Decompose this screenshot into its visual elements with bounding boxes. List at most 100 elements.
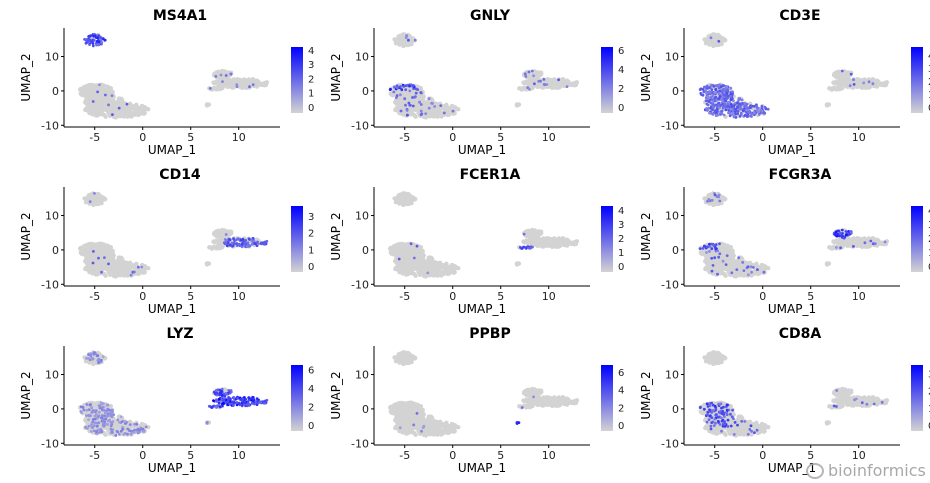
expressing-cell-point bbox=[405, 113, 409, 117]
expressing-cell-point bbox=[264, 241, 267, 244]
expressing-cell-point bbox=[756, 268, 759, 271]
cell-point bbox=[535, 240, 541, 245]
expressing-cell-point bbox=[103, 38, 107, 42]
expressing-cell-point bbox=[724, 263, 728, 266]
cell-point bbox=[550, 80, 555, 86]
expressing-cell-point bbox=[565, 85, 569, 88]
cell-point bbox=[146, 107, 151, 112]
expressing-cell-point bbox=[96, 90, 99, 94]
expressing-cell-point bbox=[867, 80, 871, 84]
x-tick-label: -5 bbox=[89, 131, 100, 144]
cell-point bbox=[402, 98, 407, 104]
y-axis-label: UMAP_2 bbox=[19, 53, 33, 101]
expressing-cell-point bbox=[97, 43, 100, 46]
cell-point bbox=[829, 246, 834, 251]
expressing-cell-point bbox=[248, 85, 251, 89]
expressing-cell-point bbox=[714, 95, 718, 99]
expressing-cell-point bbox=[723, 95, 726, 99]
expressing-cell-point bbox=[725, 97, 729, 101]
expressing-cell-point bbox=[97, 40, 101, 44]
expressing-cell-point bbox=[247, 237, 251, 241]
panel-title: LYZ bbox=[166, 326, 193, 342]
x-axis-label: UMAP_1 bbox=[458, 143, 506, 157]
expressing-cell-point bbox=[708, 111, 711, 115]
cell-point bbox=[883, 81, 888, 86]
cell-point bbox=[413, 114, 418, 119]
expressing-cell-point bbox=[91, 261, 95, 265]
expressing-cell-point bbox=[93, 34, 97, 38]
expressing-cell-point bbox=[836, 229, 840, 233]
cell-point bbox=[99, 97, 104, 103]
expressing-cell-point bbox=[527, 87, 531, 91]
cell-point bbox=[104, 96, 110, 102]
panel-title: CD14 bbox=[159, 167, 201, 183]
cell-point bbox=[445, 108, 450, 114]
expressing-cell-point bbox=[718, 199, 722, 203]
expressing-cell-point bbox=[407, 38, 410, 42]
expressing-cell-point bbox=[731, 90, 734, 94]
cell-point bbox=[557, 237, 562, 242]
cell-point bbox=[712, 33, 718, 39]
expressing-cell-point bbox=[849, 231, 853, 234]
cell-point bbox=[706, 38, 711, 43]
expressing-cell-point bbox=[835, 246, 838, 249]
cell-point bbox=[430, 268, 435, 273]
cell-point bbox=[766, 266, 771, 271]
expressing-cell-point bbox=[840, 234, 844, 238]
expressing-cell-point bbox=[710, 198, 714, 202]
y-tick-label: 0 bbox=[672, 85, 679, 98]
y-tick-label: 10 bbox=[45, 51, 59, 64]
expressing-cell-point bbox=[713, 103, 717, 107]
expressing-cell-point bbox=[407, 101, 411, 105]
cell-point bbox=[561, 236, 566, 241]
y-tick-label: 0 bbox=[52, 244, 59, 257]
y-axis-label: UMAP_2 bbox=[329, 212, 343, 260]
cell-point bbox=[400, 112, 406, 117]
cell-point bbox=[727, 247, 733, 252]
y-tick-label: 0 bbox=[362, 85, 369, 98]
expressing-cell-point bbox=[717, 193, 721, 197]
cell-point bbox=[251, 77, 256, 82]
expressing-cell-point bbox=[763, 111, 767, 115]
expressing-cell-point bbox=[710, 256, 714, 260]
expressing-cell-point bbox=[100, 270, 103, 274]
expressing-cell-point bbox=[742, 269, 746, 272]
expressing-cell-point bbox=[734, 107, 738, 111]
y-tick-label: -10 bbox=[41, 119, 59, 132]
cell-point bbox=[103, 114, 108, 119]
expressing-cell-point bbox=[524, 246, 528, 250]
expressing-cell-point bbox=[246, 243, 250, 246]
x-tick-label: -5 bbox=[399, 290, 410, 303]
expressing-cell-point bbox=[713, 91, 717, 95]
expressing-cell-point bbox=[747, 273, 750, 277]
expressing-cell-point bbox=[838, 231, 842, 235]
expressing-cell-point bbox=[530, 69, 534, 73]
expressing-cell-point bbox=[705, 85, 709, 88]
cell-point bbox=[831, 80, 836, 85]
legend-tick-label: 2 bbox=[308, 229, 314, 240]
expressing-cell-point bbox=[389, 87, 392, 91]
expressing-cell-point bbox=[840, 69, 844, 73]
expressing-cell-point bbox=[394, 96, 398, 99]
expressing-cell-point bbox=[415, 244, 419, 248]
cell-point bbox=[96, 198, 102, 203]
y-tick-label: 0 bbox=[52, 85, 59, 98]
cell-point bbox=[562, 242, 567, 248]
expressing-cell-point bbox=[88, 200, 92, 204]
x-tick-label: 10 bbox=[852, 131, 866, 144]
expressing-cell-point bbox=[404, 88, 408, 92]
cell-point bbox=[242, 77, 247, 82]
cell-point bbox=[240, 80, 245, 86]
cell-point bbox=[402, 257, 407, 263]
color-legend-bar bbox=[911, 47, 923, 113]
expressing-cell-point bbox=[412, 256, 416, 260]
expressing-cell-point bbox=[708, 96, 711, 100]
cell-point bbox=[89, 107, 95, 113]
x-tick-label: 0 bbox=[139, 290, 146, 303]
x-axis-label: UMAP_1 bbox=[768, 143, 816, 157]
cell-point bbox=[851, 236, 857, 241]
expressing-cell-point bbox=[752, 111, 756, 115]
expressing-cell-point bbox=[839, 246, 842, 250]
expressing-cell-point bbox=[137, 265, 140, 269]
